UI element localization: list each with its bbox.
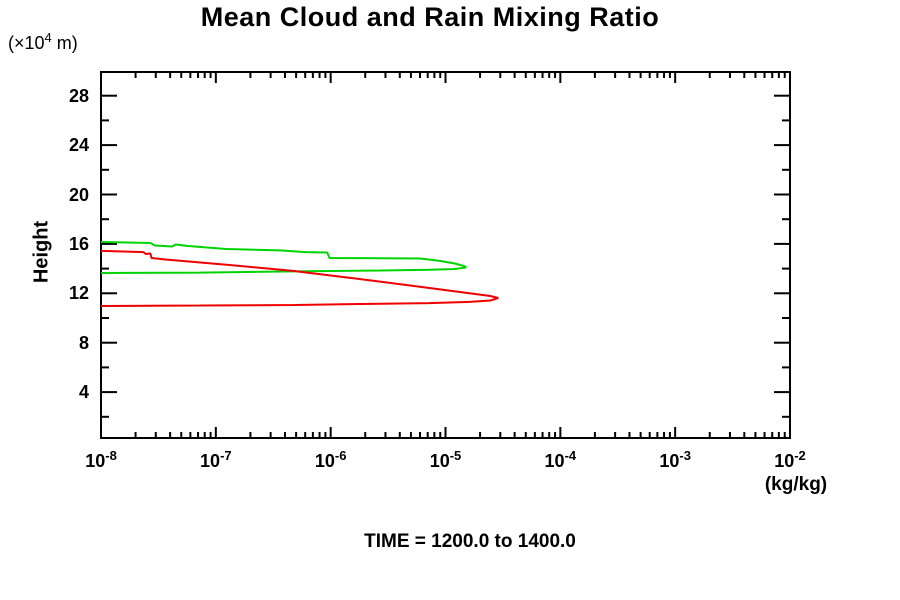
plot-frame: [100, 71, 791, 439]
y-axis-ticks: [101, 94, 790, 418]
chart-title: Mean Cloud and Rain Mixing Ratio: [200, 2, 660, 32]
x-tick-label: 10-7: [200, 448, 232, 471]
y-unit-exponent: 4: [44, 30, 52, 45]
x-axis-ticks: [100, 72, 791, 438]
y-unit-suffix: m): [51, 33, 78, 53]
y-tick-label: 12: [68, 283, 89, 304]
x-tick-label: 10-8: [85, 448, 117, 471]
rain-mixing-ratio-line: [100, 249, 499, 307]
x-tick-label: 10-2: [774, 448, 806, 471]
y-tick-label: 8: [78, 332, 89, 353]
y-tick-label: 16: [68, 233, 89, 254]
x-tick-label: 10-5: [429, 448, 462, 471]
frame-rect: [100, 71, 791, 439]
y-tick-label: 4: [78, 382, 89, 403]
y-unit-prefix: (×10: [8, 33, 45, 53]
x-tick-label: 10-6: [314, 448, 347, 471]
y-tick-label: 20: [68, 184, 89, 205]
x-axis-unit-label: (kg/kg): [764, 474, 828, 495]
time-annotation: TIME = 1200.0 to 1400.0: [364, 531, 576, 552]
y-tick-label: 24: [68, 135, 89, 156]
cloud-mixing-ratio-line: [100, 241, 467, 274]
series-lines: [100, 241, 499, 307]
y-tick-label: 28: [68, 85, 89, 106]
x-tick-label: 10-4: [544, 448, 577, 471]
x-tick-label: 10-3: [659, 448, 691, 471]
y-axis-unit-label: (×104 m): [8, 30, 78, 54]
